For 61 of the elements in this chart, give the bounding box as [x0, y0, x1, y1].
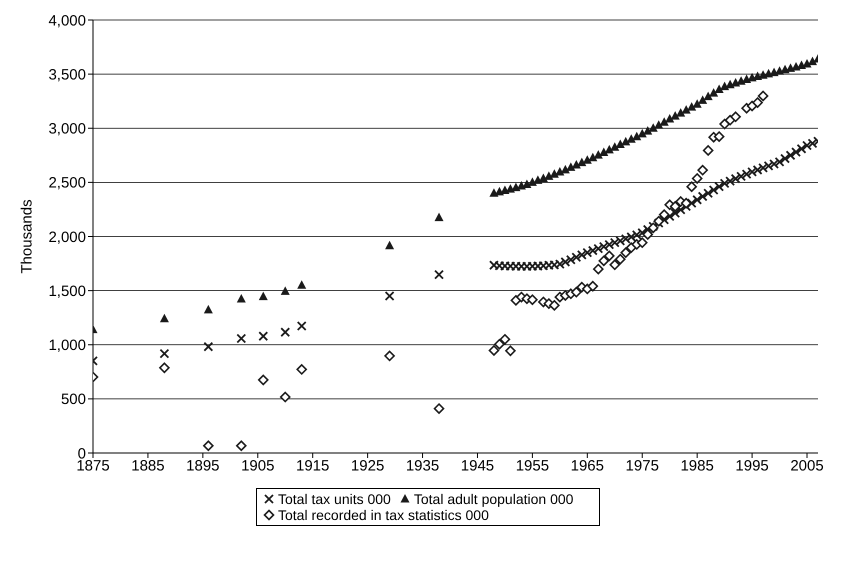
point — [653, 216, 664, 227]
y-tick-label: 1,500 — [48, 282, 86, 300]
point — [505, 346, 516, 356]
point — [203, 440, 214, 452]
point — [593, 264, 604, 274]
point — [494, 338, 505, 350]
point — [670, 201, 680, 212]
point — [598, 256, 610, 266]
legend-label: Total recorded in tax statistics 000 — [278, 507, 489, 523]
point — [620, 247, 632, 258]
x-tick-label: 1955 — [516, 458, 550, 475]
x-tick-label: 1995 — [735, 458, 769, 475]
point — [296, 364, 308, 375]
point — [571, 286, 582, 298]
point — [752, 97, 763, 108]
y-tick-label: 2,500 — [48, 174, 86, 192]
y-tick-label: 1,000 — [48, 337, 86, 354]
point — [159, 362, 170, 374]
x-tick-label: 1895 — [186, 458, 220, 475]
x-tick-label: 1905 — [241, 458, 274, 475]
x-tick-label: 1915 — [296, 458, 330, 475]
y-tick-label: 3,000 — [48, 120, 86, 138]
x-tick-label: 1935 — [406, 458, 440, 475]
point — [549, 300, 560, 311]
point — [658, 209, 670, 220]
x-tick-label: 1975 — [626, 458, 659, 475]
point — [258, 374, 269, 386]
x-tick-label: 1985 — [680, 458, 714, 475]
x-tick-label: 1945 — [460, 458, 494, 475]
legend-label: Total tax units 000 — [278, 491, 391, 507]
x-tick-label: 2005 — [790, 458, 824, 475]
point — [692, 173, 702, 184]
y-axis-title: Thousands — [18, 199, 36, 274]
point — [636, 237, 648, 248]
point — [527, 294, 538, 306]
x-tick-label: 1875 — [76, 458, 110, 475]
point — [714, 131, 724, 142]
point — [609, 259, 620, 270]
point — [384, 350, 395, 362]
x-tick-label: 1965 — [570, 458, 604, 475]
y-tick-label: 500 — [60, 391, 86, 408]
point — [500, 334, 510, 345]
point — [280, 392, 291, 402]
point — [236, 440, 247, 452]
point — [680, 198, 692, 208]
y-tick-label: 2,000 — [48, 228, 86, 246]
x-tick-label: 1925 — [350, 458, 384, 475]
x-tick-label: 1885 — [131, 458, 165, 475]
point — [702, 145, 714, 156]
legend-label: Total adult population 000 — [414, 491, 574, 507]
point — [588, 280, 598, 292]
y-tick-label: 4,000 — [48, 12, 86, 30]
point — [614, 254, 626, 265]
point — [758, 90, 768, 102]
point — [488, 345, 500, 356]
y-tick-label: 3,500 — [48, 66, 86, 84]
point — [697, 164, 708, 176]
point — [730, 111, 741, 122]
point — [604, 250, 615, 262]
point — [686, 181, 697, 192]
point — [434, 403, 444, 414]
